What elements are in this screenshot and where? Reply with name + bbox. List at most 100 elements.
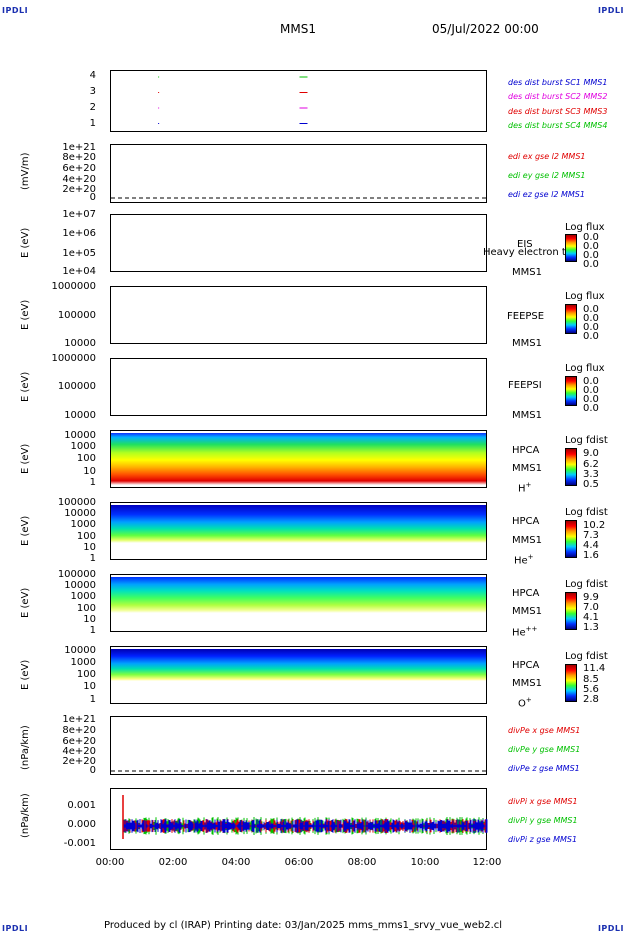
legend-entry: edi ez gse l2 MMS1: [508, 190, 585, 199]
colorbar: [565, 234, 577, 262]
legend-entry: divPe x gse MMS1: [508, 726, 581, 735]
colorbar-value: 9.0: [583, 448, 599, 459]
panel-eis: [110, 214, 487, 272]
colorbar-value: 7.0: [583, 602, 599, 613]
zero-line: [111, 197, 488, 199]
footer-text: Produced by cl (IRAP) Printing date: 03/…: [104, 920, 503, 931]
colorbar: [565, 664, 577, 702]
colorbar-value: 4.4: [583, 540, 599, 551]
corner-label-top-left: IPDLI: [2, 6, 29, 15]
tick-label: 1e+05: [62, 248, 96, 259]
instrument-label: HPCA: [512, 660, 540, 671]
tick-label: 1: [89, 477, 96, 488]
species-label: He++: [512, 625, 538, 639]
tick-label: 1: [89, 625, 96, 636]
tick-label: 10000: [64, 645, 96, 656]
legend-entry: des dist burst SC1 MMS1: [508, 78, 608, 87]
y-axis-label: E (eV): [20, 659, 31, 690]
tick-label: 1000: [70, 441, 96, 452]
tick-label: 1000: [70, 519, 96, 530]
spacecraft-label: MMS1: [512, 338, 542, 349]
colorbar-value: 0.5: [583, 479, 599, 490]
tick-label: 1000: [70, 591, 96, 602]
tick-label: 0: [89, 192, 96, 203]
corner-label-top-right: IPDLI: [597, 6, 624, 15]
colorbar-value: 7.3: [583, 530, 599, 541]
tick-label: 3: [89, 86, 96, 97]
colorbar-title: Log fdist: [565, 579, 608, 590]
spectrogram: [111, 433, 486, 485]
tick-label: 10000: [64, 430, 96, 441]
colorbar: [565, 448, 577, 486]
colorbar-title: Log flux: [565, 363, 605, 374]
spacecraft-label: MMS1: [512, 678, 542, 689]
instrument-label: HPCA: [512, 516, 540, 527]
tick-label: 100000: [57, 497, 96, 508]
legend-entry: divPi z gse MMS1: [508, 835, 578, 844]
instrument-label: EIS: [517, 239, 533, 250]
spectrogram: [111, 577, 486, 613]
colorbar-value: 5.6: [583, 684, 599, 695]
tick-label: 1: [89, 118, 96, 129]
tick-label: 100: [76, 453, 96, 464]
colorbar-value: 10.2: [583, 520, 606, 531]
colorbar-value: 4.1: [583, 612, 599, 623]
x-tick-label: 12:00: [472, 857, 502, 868]
colorbar-value: 0.0: [583, 385, 599, 396]
y-axis-label: E (eV): [20, 515, 31, 546]
tick-label: 10: [83, 614, 96, 625]
tick-label: 1000000: [51, 281, 96, 292]
colorbar: [565, 304, 577, 334]
colorbar-value: 3.3: [583, 469, 599, 480]
tick-label: 0.000: [67, 819, 96, 830]
panel-divpi: [110, 788, 488, 850]
panel-divpe: [110, 716, 488, 775]
legend-entry: des dist burst SC3 MMS3: [508, 107, 608, 116]
tick-label: 1: [89, 553, 96, 564]
x-tick-label: 04:00: [221, 857, 251, 868]
legend-entry: edi ex gse l2 MMS1: [508, 152, 586, 161]
colorbar: [565, 520, 577, 558]
tick-label: 6e+20: [62, 736, 96, 747]
legend-entry: des dist burst SC2 MMS2: [508, 92, 608, 101]
colorbar-value: 8.5: [583, 674, 599, 685]
instrument-label: HPCA: [512, 445, 540, 456]
spectrogram: [111, 649, 486, 681]
tick-label: 4e+20: [62, 174, 96, 185]
spacecraft-label: MMS1: [512, 606, 542, 617]
panel-burst: [110, 70, 487, 132]
tick-label: 10000: [64, 410, 96, 421]
colorbar-value: 0.0: [583, 232, 599, 243]
date-label: 05/Jul/2022 00:00: [432, 22, 539, 36]
tick-label: 1e+06: [62, 228, 96, 239]
panel-hpca-o: [110, 646, 487, 704]
panel-hpca-he: [110, 502, 487, 560]
colorbar-value: 0.0: [583, 304, 599, 315]
y-axis-label: (nPa/km): [20, 725, 31, 770]
corner-label-bottom-left: IPDLI: [2, 924, 29, 933]
instrument-label: FEEPSI: [508, 380, 542, 391]
colorbar-title: Log fdist: [565, 651, 608, 662]
colorbar-value: 1.6: [583, 550, 599, 561]
panel-hpca-h: [110, 430, 487, 488]
divpi-plot: [122, 795, 488, 839]
y-axis-label: E (eV): [20, 587, 31, 618]
colorbar-title: Log fdist: [565, 507, 608, 518]
tick-label: 8e+20: [62, 152, 96, 163]
legend-entry: divPe y gse MMS1: [508, 745, 581, 754]
tick-label: 1e+21: [62, 142, 96, 153]
tick-label: 2e+20: [62, 184, 96, 195]
legend-entry: edi ey gse l2 MMS1: [508, 171, 586, 180]
page-title: MMS1: [280, 22, 316, 36]
tick-label: 6e+20: [62, 163, 96, 174]
tick-label: 1000: [70, 657, 96, 668]
colorbar-value: 0.0: [583, 403, 599, 414]
colorbar: [565, 592, 577, 630]
colorbar-value: 0.0: [583, 394, 599, 405]
tick-label: 2e+20: [62, 756, 96, 767]
tick-label: 2: [89, 102, 96, 113]
colorbar-value: 0.0: [583, 313, 599, 324]
species-label: H+: [518, 481, 532, 495]
tick-label: 10000: [64, 508, 96, 519]
species-label: O+: [518, 696, 532, 710]
